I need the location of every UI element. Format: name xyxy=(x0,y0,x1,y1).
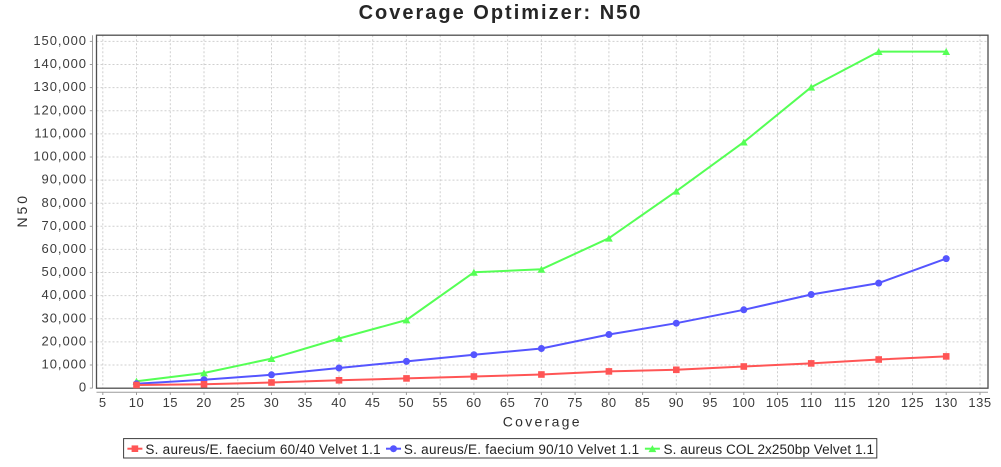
svg-text:S. aureus COL 2x250bp Velvet 1: S. aureus COL 2x250bp Velvet 1.1 xyxy=(664,442,875,457)
svg-text:50: 50 xyxy=(399,395,414,410)
svg-text:115: 115 xyxy=(834,395,856,410)
svg-text:20: 20 xyxy=(196,395,211,410)
svg-text:90,000: 90,000 xyxy=(42,172,87,187)
svg-text:90: 90 xyxy=(669,395,684,410)
svg-text:S. aureus/E. faecium 60/40 Vel: S. aureus/E. faecium 60/40 Velvet 1.1 xyxy=(145,442,381,457)
svg-text:120: 120 xyxy=(867,395,890,410)
svg-text:150,000: 150,000 xyxy=(33,33,87,48)
svg-text:Coverage Optimizer: N50: Coverage Optimizer: N50 xyxy=(359,2,643,24)
svg-text:65: 65 xyxy=(500,395,515,410)
svg-text:130: 130 xyxy=(935,395,958,410)
svg-text:100: 100 xyxy=(732,395,755,410)
svg-text:95: 95 xyxy=(702,395,717,410)
svg-text:70,000: 70,000 xyxy=(42,218,87,233)
svg-text:S. aureus/E. faecium 90/10 Vel: S. aureus/E. faecium 90/10 Velvet 1.1 xyxy=(404,442,640,457)
svg-text:110: 110 xyxy=(800,395,822,410)
svg-text:140,000: 140,000 xyxy=(33,56,87,71)
svg-text:55: 55 xyxy=(432,395,447,410)
svg-text:0: 0 xyxy=(79,380,87,395)
svg-text:15: 15 xyxy=(163,395,178,410)
svg-text:105: 105 xyxy=(766,395,789,410)
svg-text:40,000: 40,000 xyxy=(42,287,87,302)
svg-text:60: 60 xyxy=(466,395,481,410)
svg-text:40: 40 xyxy=(331,395,346,410)
svg-text:80: 80 xyxy=(601,395,616,410)
svg-text:75: 75 xyxy=(567,395,582,410)
svg-text:120,000: 120,000 xyxy=(33,102,87,117)
svg-text:5: 5 xyxy=(99,395,107,410)
svg-text:85: 85 xyxy=(635,395,650,410)
svg-text:60,000: 60,000 xyxy=(42,241,87,256)
svg-text:80,000: 80,000 xyxy=(42,195,87,210)
svg-text:130,000: 130,000 xyxy=(33,79,87,94)
svg-text:35: 35 xyxy=(297,395,312,410)
svg-text:50,000: 50,000 xyxy=(42,264,87,279)
svg-text:110,000: 110,000 xyxy=(34,126,87,141)
svg-text:45: 45 xyxy=(365,395,380,410)
svg-text:10: 10 xyxy=(129,395,144,410)
svg-text:Coverage: Coverage xyxy=(503,413,582,429)
svg-text:135: 135 xyxy=(968,395,991,410)
svg-text:20,000: 20,000 xyxy=(42,334,87,349)
svg-text:70: 70 xyxy=(534,395,549,410)
svg-text:30: 30 xyxy=(264,395,279,410)
svg-text:125: 125 xyxy=(901,395,924,410)
svg-text:30,000: 30,000 xyxy=(42,310,87,325)
svg-text:N50: N50 xyxy=(14,193,30,227)
svg-text:25: 25 xyxy=(230,395,245,410)
svg-text:10,000: 10,000 xyxy=(42,357,87,372)
svg-text:100,000: 100,000 xyxy=(33,149,87,164)
